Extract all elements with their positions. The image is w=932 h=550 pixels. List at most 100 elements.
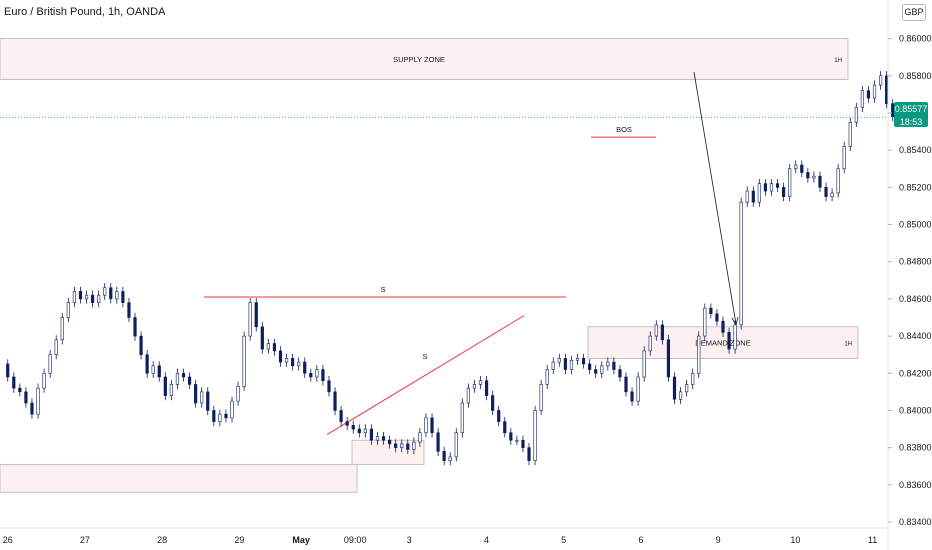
countdown-timer: 18:53 bbox=[899, 117, 923, 127]
candle-up bbox=[266, 343, 270, 350]
candle-down bbox=[503, 421, 507, 434]
structure-label: S bbox=[380, 285, 385, 294]
candle-up bbox=[642, 350, 646, 378]
candle-up bbox=[860, 90, 865, 108]
candle-up bbox=[151, 365, 155, 374]
time-axis: 26 27 28 29 May 09:00 3 4 5 6 9 10 11 bbox=[0, 527, 888, 545]
candle-up bbox=[854, 107, 858, 123]
candle-down bbox=[388, 439, 392, 445]
candle-up bbox=[60, 317, 64, 341]
candle-down bbox=[727, 332, 731, 350]
candle-down bbox=[630, 391, 634, 402]
candle-up bbox=[72, 291, 76, 303]
time-tick-label: 5 bbox=[561, 535, 566, 545]
candle-down bbox=[563, 358, 567, 370]
candle-up bbox=[460, 402, 464, 434]
time-tick-label: 9 bbox=[716, 535, 721, 545]
candle-up bbox=[297, 361, 301, 367]
price-tick-label: 0.83400 bbox=[899, 517, 932, 527]
candle-up bbox=[284, 358, 289, 363]
price-axis: 0.86000 0.85800 0.85400 0.85200 0.85000 0.848… bbox=[887, 0, 932, 550]
time-tick-label: 09:00 bbox=[344, 535, 367, 545]
candle-down bbox=[381, 436, 386, 441]
price-tick-label: 0.83800 bbox=[899, 443, 932, 453]
candle-up bbox=[230, 400, 234, 419]
candle-down bbox=[224, 413, 228, 419]
candle-up bbox=[218, 413, 222, 422]
candle-up bbox=[812, 175, 816, 179]
candle-up bbox=[600, 365, 604, 374]
candle-down bbox=[327, 380, 331, 393]
candle-down bbox=[254, 302, 258, 328]
time-tick-label: 6 bbox=[638, 535, 643, 545]
price-tick-label: 0.84400 bbox=[899, 331, 932, 341]
candle-down bbox=[406, 443, 410, 450]
candle-up bbox=[242, 335, 246, 387]
candle-up bbox=[375, 436, 380, 441]
candle-up bbox=[54, 339, 58, 355]
time-tick-label: 10 bbox=[790, 535, 800, 545]
candle-down bbox=[24, 391, 28, 404]
candle-down bbox=[90, 294, 95, 303]
candle-up bbox=[36, 387, 40, 415]
time-tick-label: 3 bbox=[407, 535, 412, 545]
candle-up bbox=[551, 361, 555, 370]
candle-up bbox=[745, 190, 749, 203]
candle-down bbox=[666, 339, 671, 378]
price-tick-label: 0.85400 bbox=[899, 145, 932, 155]
zones: SUPPLY ZONE 1H DEMAND ZONE 1H bbox=[0, 38, 859, 493]
candle-down bbox=[127, 302, 131, 318]
candle-down bbox=[660, 324, 664, 341]
structure-label: S bbox=[422, 352, 427, 361]
candle-down bbox=[260, 326, 264, 350]
candle-down bbox=[30, 402, 34, 415]
candles bbox=[6, 71, 895, 466]
candle-up bbox=[848, 121, 852, 147]
candle-down bbox=[624, 376, 628, 393]
price-tick-label: 0.85000 bbox=[899, 220, 932, 230]
candle-down bbox=[800, 164, 804, 173]
candle-up bbox=[872, 84, 877, 99]
candle-down bbox=[715, 313, 719, 322]
candle-down bbox=[206, 391, 210, 411]
candle-down bbox=[866, 90, 871, 99]
candle-down bbox=[484, 380, 489, 396]
candle-down bbox=[497, 410, 501, 422]
candle-up bbox=[412, 441, 416, 450]
chart-title: Euro / British Pound, 1h, OANDA bbox=[4, 6, 166, 18]
candle-down bbox=[212, 410, 216, 422]
candle-down bbox=[581, 358, 586, 365]
structure-lines: BOS S S bbox=[0, 71, 888, 436]
candle-up bbox=[878, 75, 883, 86]
candle-down bbox=[436, 432, 440, 452]
time-tick-label: 26 bbox=[3, 535, 13, 545]
candle-down bbox=[721, 320, 725, 333]
candle-up bbox=[48, 354, 52, 374]
candle-up bbox=[66, 302, 70, 318]
candle-up bbox=[515, 439, 519, 442]
candle-up bbox=[648, 335, 652, 352]
candle-down bbox=[357, 428, 361, 434]
candle-up bbox=[466, 387, 471, 404]
candle-down bbox=[824, 187, 828, 197]
candle-up bbox=[478, 380, 483, 385]
candle-up bbox=[575, 358, 580, 361]
candle-down bbox=[618, 369, 622, 378]
currency-badge[interactable]: GBP bbox=[902, 4, 926, 21]
candle-up bbox=[569, 359, 574, 370]
last-price-value: 0.85577 bbox=[894, 104, 928, 114]
time-tick-label: 27 bbox=[80, 535, 90, 545]
candle-down bbox=[491, 395, 495, 411]
candle-down bbox=[521, 439, 525, 448]
candle-up bbox=[315, 369, 319, 378]
candle-down bbox=[194, 384, 198, 404]
candle-up bbox=[654, 324, 658, 337]
price-tick-label: 0.84200 bbox=[899, 368, 932, 378]
candle-down bbox=[588, 363, 592, 370]
candle-up bbox=[769, 183, 774, 192]
candle-down bbox=[345, 421, 349, 426]
candle-up bbox=[400, 443, 404, 448]
candle-down bbox=[527, 447, 531, 461]
zone-box bbox=[0, 463, 358, 493]
